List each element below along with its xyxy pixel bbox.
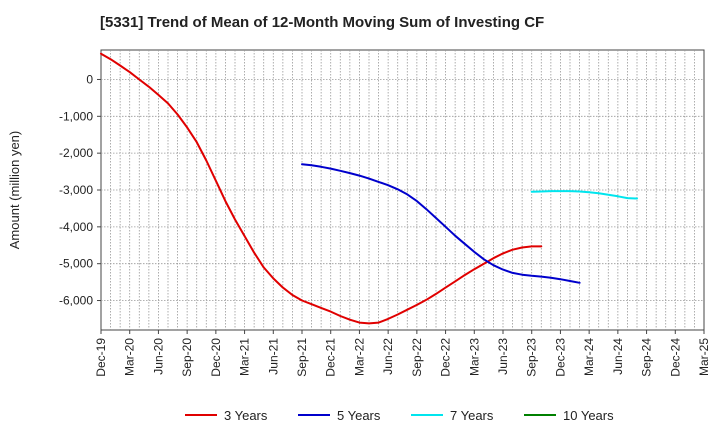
x-tick-label: Mar-23 bbox=[467, 338, 481, 376]
y-axis-label: Amount (million yen) bbox=[7, 131, 22, 250]
y-tick-label: -4,000 bbox=[59, 220, 93, 234]
x-tick-label: Mar-25 bbox=[697, 338, 711, 376]
y-tick-label: -2,000 bbox=[59, 146, 93, 160]
x-tick-label: Mar-20 bbox=[123, 338, 137, 376]
y-tick-label: -3,000 bbox=[59, 183, 93, 197]
x-tick-label: Dec-22 bbox=[439, 338, 453, 377]
x-tick-label: Jun-23 bbox=[496, 338, 510, 375]
chart-title: [5331] Trend of Mean of 12-Month Moving … bbox=[100, 14, 545, 31]
legend-label-5-years: 5 Years bbox=[337, 408, 381, 423]
x-tick-label: Sep-22 bbox=[410, 338, 424, 377]
x-tick-label: Dec-21 bbox=[324, 338, 338, 377]
legend-label-3-years: 3 Years bbox=[224, 408, 268, 423]
x-tick-label: Mar-21 bbox=[238, 338, 252, 376]
x-tick-label: Dec-24 bbox=[668, 338, 682, 377]
x-tick-label: Jun-24 bbox=[611, 338, 625, 375]
x-tick-label: Sep-21 bbox=[295, 338, 309, 377]
x-tick-label: Dec-19 bbox=[94, 338, 108, 377]
x-tick-label: Jun-22 bbox=[381, 338, 395, 375]
x-tick-label: Jun-21 bbox=[266, 338, 280, 375]
series-line-3-years bbox=[100, 52, 543, 325]
legend-label-10-years: 10 Years bbox=[563, 408, 614, 423]
y-tick-label: -1,000 bbox=[59, 109, 93, 123]
series-line-5-years bbox=[301, 163, 581, 284]
x-tick-label: Dec-20 bbox=[209, 338, 223, 377]
legend-label-7-years: 7 Years bbox=[450, 408, 494, 423]
x-tick-label: Dec-23 bbox=[553, 338, 567, 377]
x-tick-label: Sep-20 bbox=[180, 338, 194, 377]
x-tick-label: Jun-20 bbox=[151, 338, 165, 375]
y-tick-label: -6,000 bbox=[59, 294, 93, 308]
series-line-7-years bbox=[530, 190, 638, 200]
x-tick-label: Mar-24 bbox=[582, 338, 596, 376]
y-tick-label: 0 bbox=[86, 72, 93, 86]
x-tick-label: Sep-23 bbox=[525, 338, 539, 377]
y-tick-label: -5,000 bbox=[59, 257, 93, 271]
x-tick-label: Sep-24 bbox=[640, 338, 654, 377]
x-tick-label: Mar-22 bbox=[352, 338, 366, 376]
